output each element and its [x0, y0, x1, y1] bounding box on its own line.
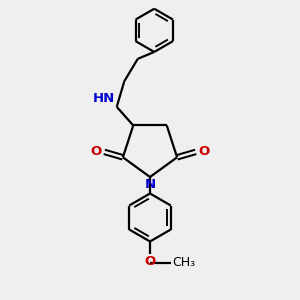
Text: CH₃: CH₃	[172, 256, 196, 269]
Text: O: O	[198, 146, 209, 158]
Text: O: O	[144, 255, 156, 268]
Text: O: O	[91, 146, 102, 158]
Text: HN: HN	[93, 92, 115, 105]
Text: N: N	[144, 178, 156, 191]
